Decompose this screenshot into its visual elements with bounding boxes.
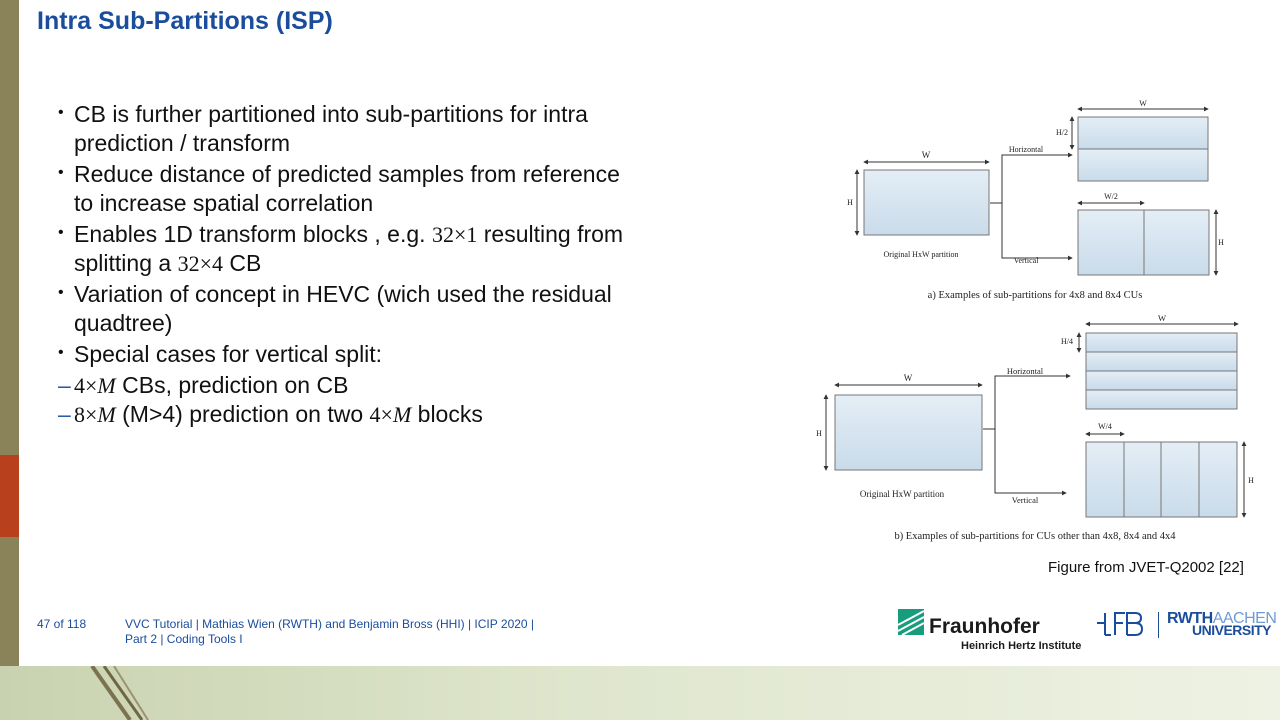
- dim-label: H/4: [1061, 337, 1073, 346]
- dim-label: H: [1248, 476, 1254, 485]
- dim-label: H: [816, 429, 822, 438]
- original-block: [863, 169, 990, 236]
- bullet-item: Variation of concept in HEVC (wich used …: [58, 278, 638, 338]
- dim-label: W: [922, 150, 931, 160]
- bullet-item: Special cases for vertical split:: [58, 338, 638, 369]
- dim-label: H: [1218, 238, 1224, 247]
- sub-bullet-item: –8×M (M>4) prediction on two 4×M blocks: [58, 401, 483, 427]
- fraunhofer-logo-icon: [898, 609, 924, 635]
- sub-partition: [1085, 441, 1125, 518]
- sub-partition: [1085, 370, 1238, 391]
- sub-partition: [1123, 441, 1162, 518]
- sub-partition: [1077, 148, 1209, 182]
- original-label: Original HxW partition: [884, 250, 959, 259]
- dim-label: H/2: [1056, 128, 1068, 137]
- dim-label: W: [904, 373, 913, 383]
- horizontal-label: Horizontal: [1009, 145, 1044, 154]
- figure-part-a: W H Original HxW partition Horizontal Ve…: [847, 99, 1224, 301]
- sub-partition: [1077, 209, 1145, 276]
- dim-label: W: [1139, 99, 1147, 108]
- sub-partition: [1077, 116, 1209, 150]
- figure-caption-a: a) Examples of sub-partitions for 4x8 an…: [928, 290, 1143, 301]
- rwth-university: UNIVERSITY: [1192, 622, 1272, 638]
- original-label: Original HxW partition: [860, 489, 945, 499]
- page-title: Intra Sub-Partitions (ISP): [37, 7, 333, 35]
- logo-separator: [1158, 612, 1159, 638]
- sub-partition: [1160, 441, 1200, 518]
- dim-label: H: [847, 198, 853, 207]
- horizontal-label: Horizontal: [1007, 366, 1044, 376]
- dim-label: W: [1158, 313, 1166, 323]
- bullet-item: Enables 1D transform blocks , e.g. 32×1 …: [58, 218, 638, 278]
- sub-bullet-item: –4×M CBs, prediction on CB: [58, 372, 349, 398]
- hhi-name: Heinrich Hertz Institute: [961, 640, 1082, 652]
- math-expression: 4×M: [369, 402, 412, 427]
- math-expression: 4×M: [74, 373, 116, 398]
- dim-label: W/4: [1098, 422, 1112, 431]
- page-number: 47 of 118: [37, 617, 87, 631]
- sub-partition: [1085, 351, 1238, 372]
- math-expression: 32×1: [431, 222, 478, 247]
- math-expression: 32×4: [177, 251, 223, 276]
- figure-part-b: W H Original HxW partition Horizontal Ve…: [816, 313, 1254, 542]
- bullet-item: CB is further partitioned into sub-parti…: [58, 98, 638, 158]
- sub-partition: [1085, 389, 1238, 410]
- sub-partition: [1085, 332, 1238, 353]
- vertical-label: Vertical: [1012, 495, 1039, 505]
- footer-band: [0, 666, 1280, 720]
- slide-sidebar-accent: [0, 455, 19, 537]
- ift-logo-icon: [1097, 612, 1144, 636]
- sub-partition: [1143, 209, 1210, 276]
- figure-source: Figure from JVET-Q2002 [22]: [1048, 559, 1244, 576]
- figure-caption-b: b) Examples of sub-partitions for CUs ot…: [894, 531, 1176, 542]
- original-block: [834, 394, 983, 471]
- bullet-list: CB is further partitioned into sub-parti…: [58, 98, 638, 429]
- decorative-strokes: [90, 666, 149, 720]
- math-expression: 8×M: [74, 402, 116, 427]
- dim-label: W/2: [1104, 192, 1118, 201]
- footer-info: VVC Tutorial | Mathias Wien (RWTH) and B…: [125, 617, 535, 646]
- isp-figure: W H Original HxW partition Horizontal Ve…: [816, 99, 1254, 542]
- slide-sidebar: [0, 0, 19, 720]
- rwth-logo: RWTHAACHEN: [1167, 610, 1277, 627]
- bullet-item: Reduce distance of predicted samples fro…: [58, 158, 638, 218]
- sub-partition: [1198, 441, 1238, 518]
- vertical-label: Vertical: [1014, 256, 1040, 265]
- fraunhofer-name: Fraunhofer: [929, 615, 1040, 638]
